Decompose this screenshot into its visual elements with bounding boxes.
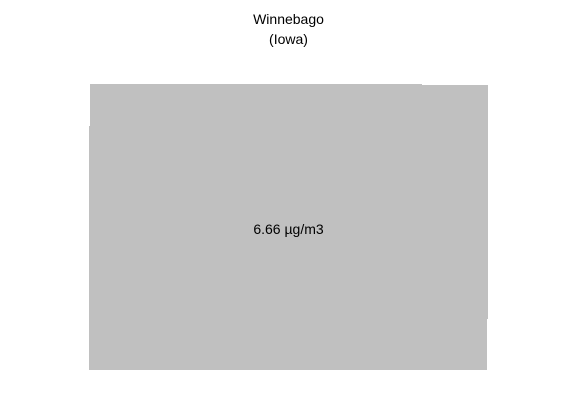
state-name-subtitle: (Iowa)	[269, 31, 308, 47]
county-name-title: Winnebago	[253, 11, 324, 27]
pollution-value-label: 6.66 µg/m3	[253, 221, 324, 237]
county-shape	[89, 84, 488, 370]
